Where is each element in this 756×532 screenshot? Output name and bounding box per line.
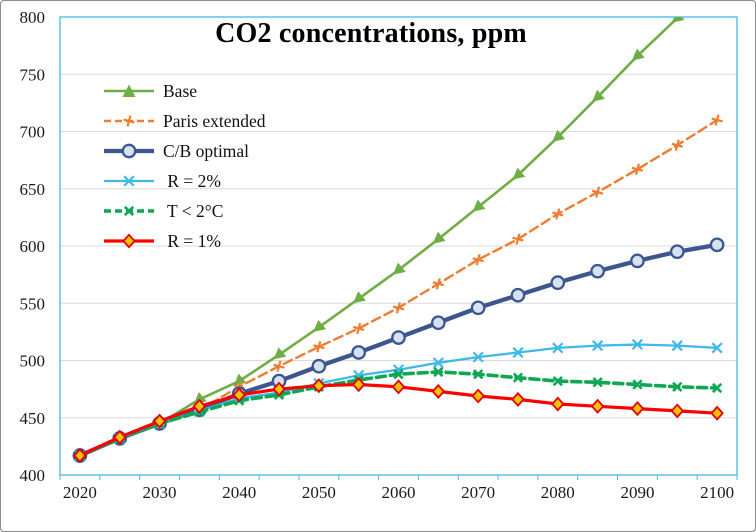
x-tick-label: 2090 bbox=[620, 483, 654, 502]
legend: Base Paris extended C/B optimal R = 2% T <… bbox=[102, 76, 266, 256]
plot-border bbox=[59, 16, 738, 476]
gridlines bbox=[60, 73, 737, 419]
legend-sample-line bbox=[104, 205, 154, 217]
legend-item-base: Base bbox=[102, 76, 266, 106]
y-tick-label: 550 bbox=[20, 294, 46, 313]
legend-item-r-2-: R = 2% bbox=[102, 166, 266, 196]
legend-item-t-2-c: T < 2°C bbox=[102, 196, 266, 226]
y-tick-label: 800 bbox=[20, 8, 46, 27]
legend-item-c-b-optimal: C/B optimal bbox=[102, 136, 266, 166]
legend-sample-line bbox=[104, 115, 154, 127]
y-axis-labels: 400 450 500 550 600 650 700 750 800 bbox=[20, 8, 46, 485]
y-tick-label: 600 bbox=[20, 237, 46, 256]
x-tick-label: 2100 bbox=[700, 483, 734, 502]
x-tick-label: 2030 bbox=[143, 483, 177, 502]
y-tick-label: 400 bbox=[20, 466, 46, 485]
y-tick-label: 750 bbox=[20, 65, 46, 84]
series-r-1- bbox=[73, 377, 724, 464]
x-tick-label: 2060 bbox=[382, 483, 416, 502]
legend-item-r-1-: R = 1% bbox=[102, 226, 266, 256]
x-tick-label: 2040 bbox=[222, 483, 256, 502]
y-tick-label: 700 bbox=[20, 123, 46, 142]
x-tick-label: 2070 bbox=[461, 483, 495, 502]
legend-label: T < 2°C bbox=[163, 200, 224, 221]
legend-sample-line bbox=[104, 175, 154, 187]
legend-label: R = 2% bbox=[163, 170, 221, 191]
x-tick-label: 2020 bbox=[63, 483, 97, 502]
y-tick-label: 650 bbox=[20, 180, 46, 199]
x-tick-label: 2080 bbox=[541, 483, 575, 502]
y-tick-label: 450 bbox=[20, 409, 46, 428]
legend-sample-line bbox=[104, 143, 154, 159]
x-tick-marks bbox=[59, 475, 738, 480]
legend-sample-line bbox=[104, 233, 154, 249]
legend-label: Base bbox=[163, 80, 198, 101]
legend-label: Paris extended bbox=[163, 110, 266, 131]
y-tick-label: 500 bbox=[20, 352, 46, 371]
legend-sample-line bbox=[104, 84, 154, 97]
x-tick-label: 2050 bbox=[302, 483, 336, 502]
chart-title: CO2 concentrations, ppm bbox=[215, 18, 527, 49]
legend-item-paris-extended: Paris extended bbox=[102, 106, 266, 136]
legend-label: C/B optimal bbox=[163, 140, 250, 161]
legend-label: R = 1% bbox=[163, 230, 221, 251]
x-axis-labels: 2020 2030 2040 2050 2060 2070 2080 2090 2100 bbox=[63, 483, 734, 502]
series-r-2- bbox=[74, 338, 723, 462]
